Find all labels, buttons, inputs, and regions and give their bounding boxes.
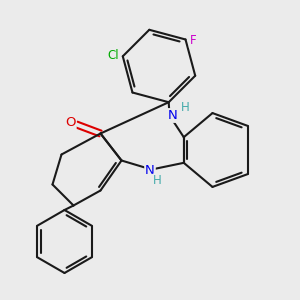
Text: H: H xyxy=(153,174,162,188)
Text: N: N xyxy=(145,164,155,177)
Text: F: F xyxy=(190,34,196,47)
Text: O: O xyxy=(65,116,76,129)
Text: N: N xyxy=(168,109,178,122)
Text: Cl: Cl xyxy=(107,49,119,62)
Text: H: H xyxy=(181,100,190,114)
